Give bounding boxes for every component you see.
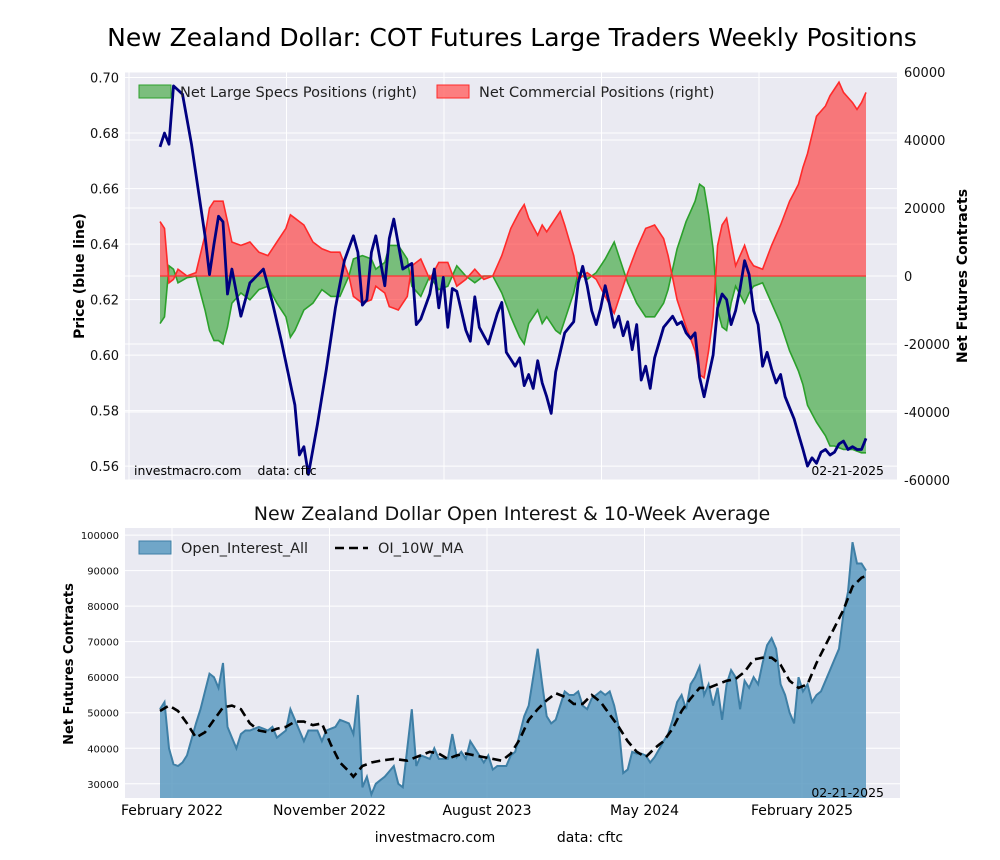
legend-label-open-interest: Open_Interest_All: [181, 541, 308, 557]
top-left-tick-label: 0.66: [90, 183, 119, 198]
price-line: [158, 84, 868, 476]
top-position-areas: [159, 80, 867, 454]
bottom-x-ticks: February 2022 November 2022 August 2023 May…: [121, 803, 853, 819]
bottom-y-tick-label: 100000: [81, 531, 119, 542]
legend-label-ma: OI_10W_MA: [378, 541, 463, 557]
bottom-x-tick-label: February 2025: [751, 803, 853, 819]
bottom-y-tick-label: 90000: [87, 567, 119, 578]
open-interest-line: [159, 541, 867, 798]
top-right-tick-label: -20000: [904, 338, 950, 353]
footer-site: investmacro.com: [375, 830, 495, 846]
top-right-tick-label: 40000: [904, 134, 945, 149]
top-left-tick-label: 0.64: [90, 238, 119, 253]
top-left-tick-label: 0.58: [90, 405, 119, 420]
legend-swatch-open-interest: [138, 540, 172, 555]
top-source-note: investmacro.com data: cftc: [134, 463, 317, 478]
bottom-x-tick-label: May 2024: [610, 803, 679, 819]
price-positions-chart: 0.70 0.68 0.66 0.64 0.62 0.60 0.58 0.56 60000 40…: [72, 66, 971, 489]
bottom-y-axis-label: Net Futures Contracts: [62, 583, 77, 745]
top-left-axis-label: Price (blue line): [72, 213, 88, 339]
top-legend: Net Large Specs Positions (right) Net Co…: [138, 84, 714, 101]
bottom-y-tick-label: 40000: [87, 744, 119, 755]
bottom-y-tick-label: 50000: [87, 709, 119, 720]
bottom-y-tick-label: 80000: [87, 602, 119, 613]
specs-line: [159, 182, 866, 454]
top-left-tick-label: 0.56: [90, 460, 119, 475]
top-right-tick-label: -60000: [904, 474, 950, 489]
top-right-tick-label: 60000: [904, 66, 945, 81]
bottom-y-tick-label: 70000: [87, 638, 119, 649]
top-right-tick-label: 0: [904, 270, 912, 285]
open-interest-title: New Zealand Dollar Open Interest & 10-We…: [254, 503, 770, 525]
top-left-tick-label: 0.62: [90, 294, 119, 309]
top-right-axis-label: Net Futures Contracts: [955, 189, 971, 363]
top-right-tick-label: 20000: [904, 202, 945, 217]
commercial-line: [159, 80, 867, 380]
open-interest-chart: 100000 90000 80000 70000 60000 50000 40000 3000…: [62, 528, 900, 819]
top-left-ticks: 0.70 0.68 0.66 0.64 0.62 0.60 0.58 0.56: [90, 72, 119, 476]
legend-label-specs: Net Large Specs Positions (right): [180, 85, 417, 101]
top-left-tick-label: 0.60: [90, 349, 119, 364]
top-right-tick-label: -40000: [904, 406, 950, 421]
top-date-note: 02-21-2025: [811, 463, 884, 478]
open-interest-area: [160, 542, 866, 798]
bottom-x-tick-label: August 2023: [442, 803, 531, 819]
bottom-legend: Open_Interest_All OI_10W_MA: [138, 540, 463, 557]
legend-label-commercial: Net Commercial Positions (right): [479, 85, 714, 101]
bottom-y-tick-label: 60000: [87, 673, 119, 684]
oi-10w-ma-line: [159, 574, 867, 779]
top-left-tick-label: 0.70: [90, 72, 119, 87]
main-title: New Zealand Dollar: COT Futures Large Tr…: [107, 23, 917, 52]
bottom-x-tick-label: November 2022: [273, 803, 386, 819]
bottom-y-tick-label: 30000: [87, 780, 119, 791]
specs-area: [160, 184, 866, 453]
footer-data-source: data: cftc: [557, 830, 623, 846]
legend-swatch-commercial: [436, 84, 470, 99]
legend-swatch-specs: [138, 84, 172, 99]
top-left-tick-label: 0.68: [90, 127, 119, 142]
top-right-ticks: 60000 40000 20000 0 -20000 -40000 -60000: [904, 66, 950, 489]
bottom-date-note: 02-21-2025: [811, 785, 884, 800]
commercial-area: [160, 82, 866, 378]
bottom-x-tick-label: February 2022: [121, 803, 223, 819]
bottom-y-ticks: 100000 90000 80000 70000 60000 50000 40000 3000…: [81, 531, 119, 791]
